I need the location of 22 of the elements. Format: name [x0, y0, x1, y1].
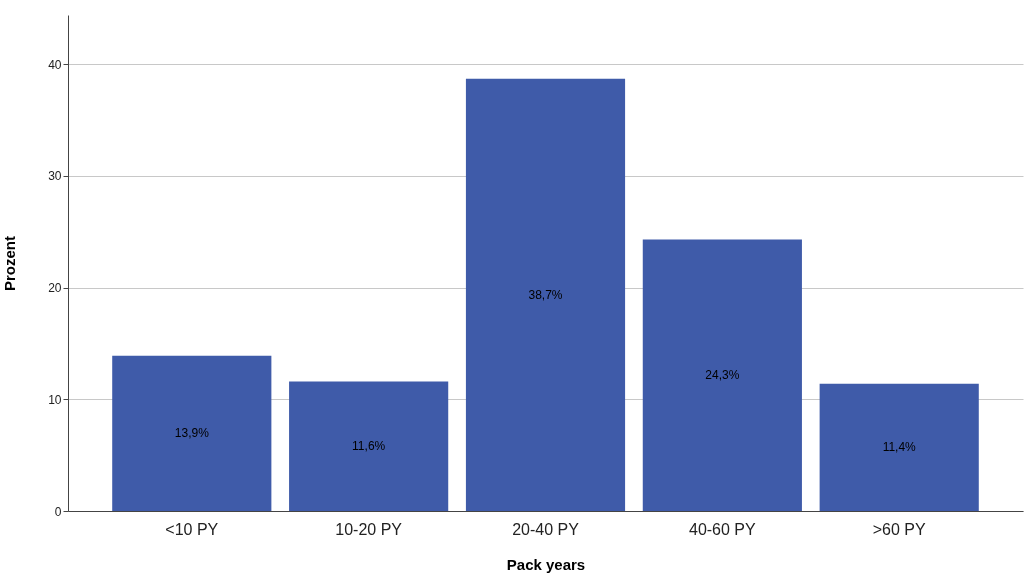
bar — [112, 355, 272, 511]
bar — [642, 239, 802, 511]
y-tick-label: 10 — [48, 392, 62, 407]
y-axis-title: Prozent — [1, 235, 19, 292]
data-label: 38,7% — [528, 287, 563, 302]
data-label: 11,6% — [352, 439, 386, 454]
data-label: 24,3% — [705, 368, 740, 383]
x-tick-label: 20-40 PY — [512, 520, 580, 538]
x-tick-label: 10-20 PY — [335, 520, 403, 538]
bar — [465, 78, 626, 511]
y-tick-label: 20 — [48, 281, 62, 296]
y-tick-label: 0 — [54, 504, 62, 519]
bar — [819, 383, 979, 511]
y-tick-label: 40 — [48, 57, 62, 72]
data-label: 13,9% — [174, 426, 210, 441]
x-axis-title: Pack years — [506, 555, 586, 573]
x-tick-label: 40-60 PY — [688, 520, 757, 538]
y-tick-label: 30 — [48, 169, 62, 184]
x-tick-label: >60 PY — [872, 520, 926, 538]
bar — [289, 381, 449, 511]
x-tick-label: <10 PY — [165, 520, 219, 538]
data-label: 11,4% — [882, 440, 917, 455]
